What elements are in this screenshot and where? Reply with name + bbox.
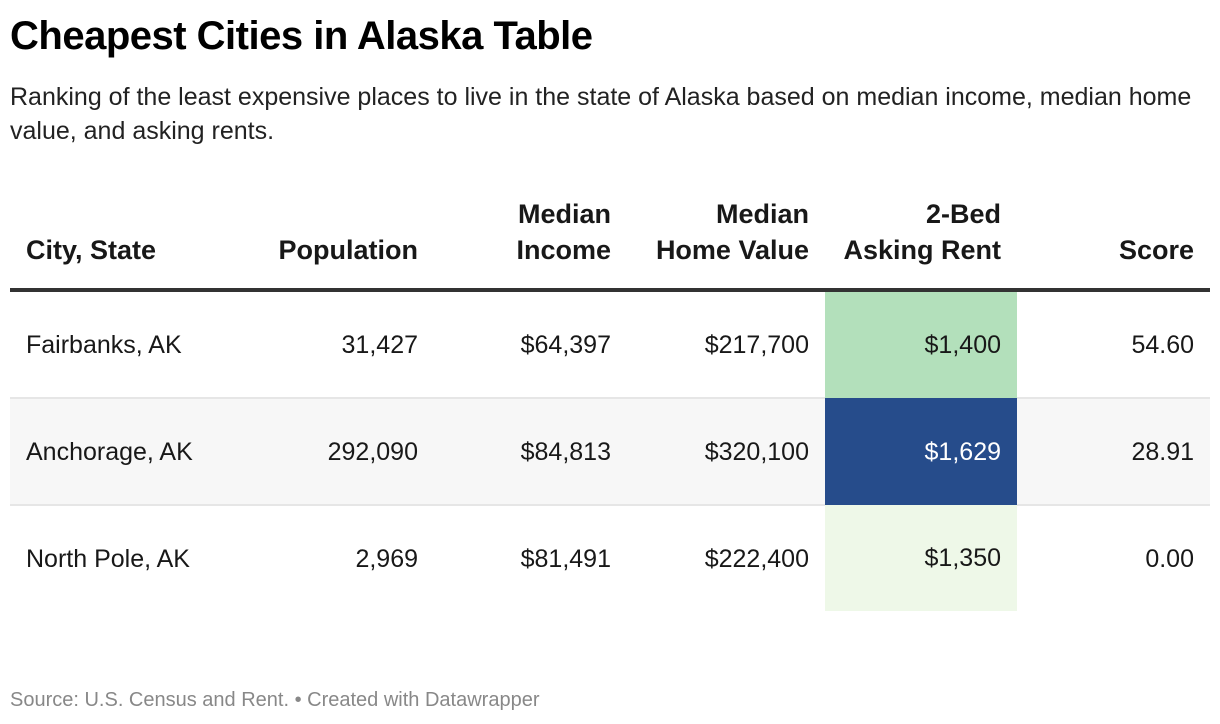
- table-header-row: City, State Population Median Income Med…: [10, 196, 1210, 292]
- cell-population: 292,090: [236, 398, 434, 506]
- cell-median-home-value: $320,100: [627, 398, 825, 506]
- table-row: Anchorage, AK 292,090 $84,813 $320,100 $…: [10, 398, 1210, 506]
- cell-score: 54.60: [1017, 290, 1210, 399]
- page-subtitle: Ranking of the least expensive places to…: [10, 83, 1192, 145]
- cell-median-income: $81,491: [520, 544, 611, 573]
- cell-population: 31,427: [236, 290, 434, 399]
- cell-rent-heat: $1,629: [825, 398, 1017, 505]
- cell-score: 0.00: [1145, 544, 1194, 573]
- cell-median-income: $84,813: [434, 398, 627, 506]
- cell-city: Fairbanks, AK: [10, 290, 236, 399]
- column-header-median-income[interactable]: Median Income: [434, 196, 627, 292]
- cell-city: North Pole, AK: [26, 544, 190, 573]
- data-table: City, State Population Median Income Med…: [10, 196, 1210, 611]
- source-footer: Source: U.S. Census and Rent. • Created …: [10, 689, 540, 711]
- cell-median-home-value: $217,700: [627, 290, 825, 399]
- cell-rent-heat: $1,350: [825, 505, 1017, 611]
- column-header-median-home-value[interactable]: Median Home Value: [627, 196, 825, 292]
- column-header-city[interactable]: City, State: [10, 196, 236, 292]
- table-row: North Pole, AK 2,969 $81,491 $222,400 $1…: [10, 505, 1210, 611]
- column-header-score[interactable]: Score: [1017, 196, 1210, 292]
- column-header-rent[interactable]: 2-Bed Asking Rent: [825, 196, 1017, 292]
- page-title: Cheapest Cities in Alaska Table: [10, 14, 593, 58]
- cell-city: Anchorage, AK: [10, 398, 236, 506]
- column-header-population[interactable]: Population: [236, 196, 434, 292]
- cell-median-income: $64,397: [434, 290, 627, 399]
- cell-score: 28.91: [1017, 398, 1210, 506]
- table-row: Fairbanks, AK 31,427 $64,397 $217,700 $1…: [10, 290, 1210, 399]
- cell-population: 2,969: [355, 544, 418, 573]
- cell-median-home-value: $222,400: [704, 544, 809, 573]
- cell-rent-heat: $1,400: [825, 290, 1017, 398]
